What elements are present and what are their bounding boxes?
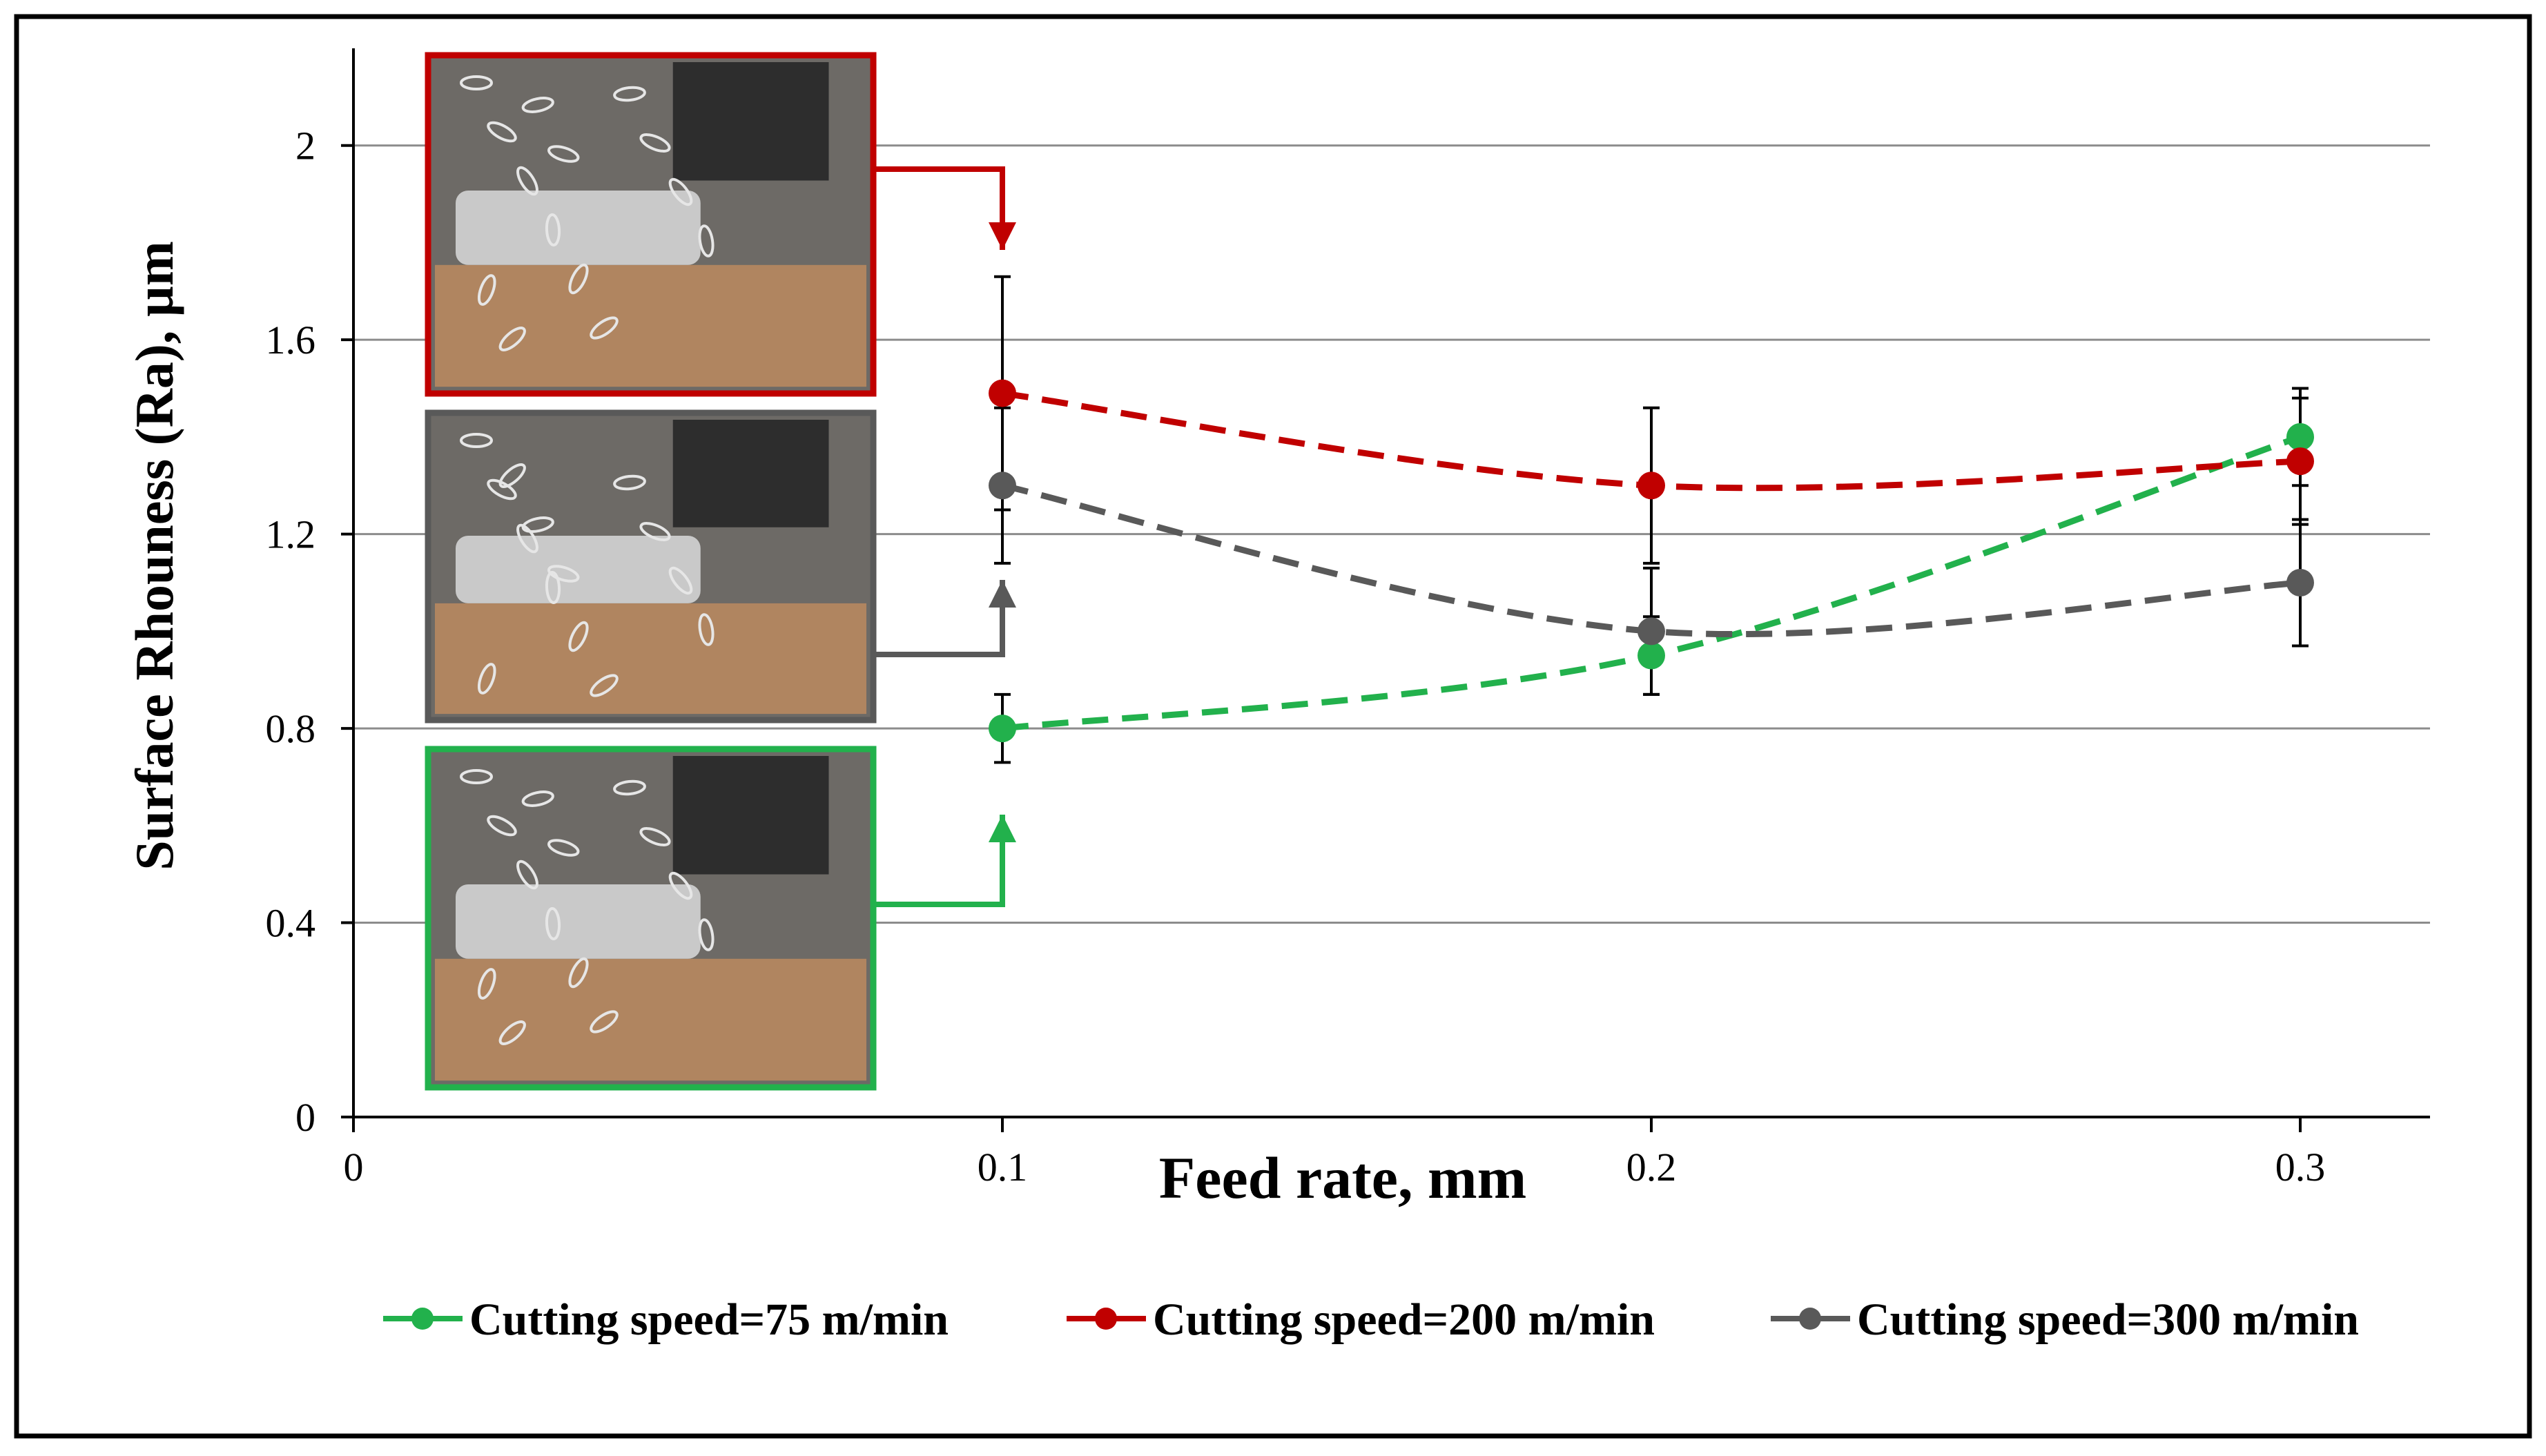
y-tick-label: 0.8	[266, 706, 316, 751]
photo-tool-holder	[672, 420, 829, 527]
photo-workpiece	[456, 191, 701, 265]
chart-border	[14, 14, 2532, 1439]
x-tick-labels: 0 0.1 0.2 0.3	[344, 1145, 2326, 1190]
legend-item-75: Cutting speed=75 m/min	[383, 1294, 949, 1345]
photo-workpiece	[456, 536, 701, 603]
photo-chip	[498, 327, 526, 351]
photo-chip	[698, 918, 715, 951]
point-200	[1638, 472, 1665, 500]
photo-frame	[425, 52, 877, 397]
y-tick-label: 1.2	[266, 512, 316, 557]
photo-workpiece	[456, 884, 701, 959]
y-tick-labels: 0 0.4 0.8 1.2 1.6 2	[266, 124, 316, 1140]
photo-chip	[477, 663, 496, 695]
photo-chip	[590, 674, 619, 697]
photo-tool-holder	[672, 62, 829, 181]
connector-75	[873, 815, 1005, 907]
photo-chip	[613, 779, 646, 796]
photo-chip	[698, 224, 715, 258]
y-tick-label: 0.4	[266, 901, 316, 946]
photo-cardboard	[435, 264, 866, 387]
photo-chip	[639, 522, 671, 541]
point-200	[2286, 447, 2314, 476]
photo-chip	[487, 478, 517, 501]
photo-chip	[460, 433, 493, 448]
photo-chip	[547, 145, 580, 163]
photo-frame	[425, 409, 877, 724]
legend-label-75: Cutting speed=75 m/min	[469, 1294, 949, 1345]
photo-chip	[477, 968, 496, 1000]
photo-chip	[545, 213, 561, 246]
legend-item-200: Cutting speed=200 m/min	[1067, 1294, 1655, 1345]
photo-cardboard	[435, 603, 866, 715]
x-tick-label: 0.1	[978, 1145, 1028, 1190]
photo-chip	[516, 523, 538, 554]
y-axis-title: Surface Rhouness (Ra), µm	[124, 241, 184, 871]
x-tick-label: 0	[344, 1145, 364, 1190]
photo-tool-holder	[672, 756, 829, 875]
photo-chip	[613, 474, 646, 491]
y-tick-label: 0	[295, 1095, 315, 1140]
photo-chip	[613, 86, 646, 102]
photo-chip	[547, 565, 580, 583]
photo-cardboard	[435, 958, 866, 1081]
y-tick-label: 1.6	[266, 318, 316, 362]
chip-photo-200	[425, 52, 877, 397]
photo-chip	[487, 815, 517, 837]
legend: Cutting speed=75 m/min Cutting speed=200…	[383, 1294, 2359, 1345]
photo-chip	[521, 97, 554, 113]
photo-chip	[521, 790, 554, 807]
connector-75-arrowhead	[989, 815, 1016, 842]
photo-frame	[425, 746, 877, 1091]
photo-chip	[516, 860, 538, 890]
photo-chip	[668, 871, 693, 900]
photo-chip	[639, 133, 671, 153]
point-75	[989, 715, 1016, 743]
photo-chip	[698, 613, 715, 646]
photo-chip	[498, 1020, 526, 1045]
photo-chip	[568, 263, 589, 295]
chip-photo-300	[425, 409, 877, 724]
photo-chip	[590, 316, 619, 340]
x-tick-label: 0.3	[2275, 1145, 2326, 1190]
photo-chip	[545, 907, 561, 940]
chip-photo-75	[425, 746, 877, 1091]
photo-chip	[547, 839, 580, 857]
photo-chip	[460, 75, 493, 90]
legend-item-300: Cutting speed=300 m/min	[1771, 1294, 2359, 1345]
photo-chip	[545, 571, 561, 604]
x-tick-label: 0.2	[1626, 1145, 1677, 1190]
chip-photo-insets	[425, 52, 877, 1091]
photo-chip	[460, 769, 493, 784]
connector-200-arrowhead	[989, 222, 1016, 250]
connector-300-arrowhead	[989, 580, 1016, 608]
y-tick-label: 2	[295, 124, 315, 168]
photo-chip	[639, 827, 671, 846]
point-200	[989, 379, 1016, 407]
point-75	[1638, 641, 1665, 670]
point-300	[989, 472, 1016, 500]
photo-chip	[568, 621, 589, 652]
legend-label-300: Cutting speed=300 m/min	[1857, 1294, 2359, 1345]
photo-chip	[516, 166, 538, 196]
photo-chip	[487, 121, 517, 143]
photo-chip	[477, 274, 496, 306]
point-300	[1638, 617, 1665, 646]
inset-connectors	[873, 166, 1016, 907]
photo-chip	[521, 516, 554, 533]
point-300	[2286, 569, 2314, 596]
photo-chip	[668, 177, 693, 206]
legend-label-200: Cutting speed=200 m/min	[1153, 1294, 1655, 1345]
photo-chip	[568, 957, 589, 989]
photo-chip	[590, 1010, 619, 1033]
point-75	[2286, 423, 2314, 451]
x-axis-title: Feed rate, mm	[1159, 1145, 1526, 1211]
data-points	[989, 379, 2314, 743]
photo-chip	[668, 566, 693, 595]
photo-chip	[498, 463, 526, 488]
